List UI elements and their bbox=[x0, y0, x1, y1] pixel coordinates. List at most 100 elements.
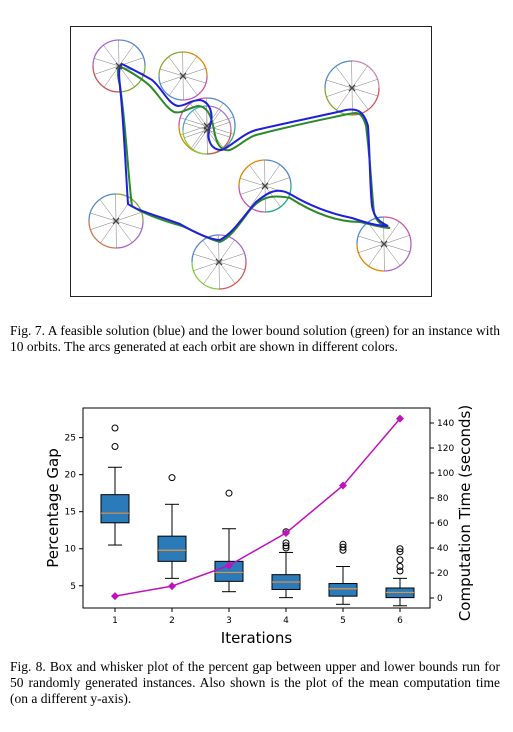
orbit-spoke bbox=[351, 87, 378, 97]
orbit-arc bbox=[218, 234, 247, 263]
outlier-point bbox=[396, 545, 404, 553]
orbit-spoke bbox=[206, 122, 230, 131]
y-tick-label: 20 bbox=[65, 471, 77, 481]
orbit-spoke bbox=[94, 65, 120, 75]
orbit-arc bbox=[218, 261, 247, 290]
orbit-spoke bbox=[358, 235, 385, 245]
orbit-solution-figure bbox=[70, 26, 432, 297]
orbit-spoke bbox=[336, 87, 353, 111]
orbit-spoke bbox=[264, 164, 281, 187]
orbit-spoke bbox=[240, 178, 266, 187]
orbit-spoke bbox=[383, 243, 401, 266]
orbit-arc bbox=[264, 159, 292, 187]
outlier-point bbox=[282, 544, 290, 552]
computation-time-line bbox=[114, 418, 401, 597]
orbit-spoke bbox=[115, 220, 133, 243]
orbit-spoke bbox=[218, 239, 235, 263]
orbit-spoke bbox=[203, 261, 220, 285]
orbit-arc bbox=[206, 129, 232, 155]
orbit-spoke bbox=[100, 220, 117, 244]
orbit-arc bbox=[264, 185, 292, 213]
y-tick-label: 5 bbox=[70, 582, 76, 592]
orbit-spoke bbox=[182, 56, 198, 77]
box-iqr bbox=[328, 583, 358, 597]
orbit-spoke bbox=[183, 122, 208, 131]
orbit-spoke bbox=[160, 75, 184, 84]
orbit-spoke bbox=[182, 75, 207, 84]
orbit-spoke bbox=[184, 129, 208, 138]
outlier-point bbox=[339, 540, 347, 548]
orbit-center-marker bbox=[215, 258, 223, 266]
orbit-arc bbox=[191, 234, 220, 263]
orbit-arc bbox=[88, 220, 117, 249]
orbit-arc bbox=[178, 97, 208, 127]
orbit-arc bbox=[356, 243, 385, 272]
orbit-spoke bbox=[182, 68, 206, 77]
feasible-path bbox=[118, 62, 389, 242]
outlier-point bbox=[396, 556, 404, 564]
x-tick-label: 6 bbox=[397, 616, 403, 626]
orbit-spoke bbox=[90, 220, 117, 230]
y-tick-label: 10 bbox=[65, 545, 77, 555]
box-iqr bbox=[100, 494, 130, 524]
orbit-arc bbox=[351, 87, 380, 116]
y-tick-label: 25 bbox=[65, 434, 76, 444]
orbit-spoke bbox=[368, 243, 385, 267]
orbit-arc bbox=[238, 185, 266, 213]
x-axis-label: Iterations bbox=[221, 629, 293, 647]
orbit-spoke bbox=[180, 117, 208, 127]
x-tick-label: 2 bbox=[169, 616, 175, 626]
computation-time-point bbox=[339, 481, 347, 490]
orbit-spoke bbox=[159, 68, 184, 77]
orbit-spoke bbox=[206, 125, 234, 135]
orbit-spoke bbox=[180, 125, 208, 136]
orbit-spoke bbox=[218, 253, 245, 263]
orbit-spoke bbox=[206, 129, 231, 138]
orbit-spoke bbox=[192, 129, 208, 150]
computation-time-point bbox=[168, 582, 176, 591]
orbit-arc bbox=[324, 60, 353, 89]
orbit-arc bbox=[182, 129, 208, 155]
orbit-arc bbox=[115, 193, 144, 222]
x-tick-label: 3 bbox=[226, 616, 232, 626]
y-tick-label: 15 bbox=[65, 508, 76, 518]
box-iqr bbox=[157, 535, 187, 562]
orbit-spoke bbox=[115, 212, 142, 222]
orbit-spoke bbox=[383, 221, 400, 245]
orbit-arc bbox=[206, 105, 232, 131]
outlier-point bbox=[396, 567, 404, 575]
orbit-spoke bbox=[351, 87, 369, 110]
orbit-spoke bbox=[115, 198, 132, 222]
orbit-arc bbox=[88, 193, 117, 222]
orbit-center-marker bbox=[115, 62, 123, 70]
outlier-point bbox=[225, 489, 233, 497]
fig8-caption: Fig. 8. Box and whisker plot of the perc… bbox=[10, 659, 500, 706]
orbit-arc bbox=[92, 39, 120, 67]
outlier-point bbox=[168, 474, 176, 482]
orbit-center-marker bbox=[203, 126, 211, 134]
orbit-arc bbox=[191, 261, 220, 290]
orbit-center-marker bbox=[348, 84, 356, 92]
outlier-point bbox=[111, 443, 119, 451]
orbit-arc bbox=[158, 51, 184, 77]
orbit-center-marker bbox=[179, 72, 187, 80]
orbit-circles bbox=[88, 39, 412, 290]
orbit-spoke bbox=[202, 240, 220, 263]
orbit-arc bbox=[238, 159, 266, 187]
outlier-point bbox=[282, 539, 290, 547]
plot-frame bbox=[82, 407, 431, 609]
orbit-arc bbox=[356, 216, 385, 245]
x-tick-label: 4 bbox=[283, 616, 289, 626]
orbit-spoke bbox=[264, 177, 290, 187]
orbit-spoke bbox=[326, 87, 353, 97]
orbit-spoke bbox=[118, 44, 135, 67]
orbit-arc bbox=[158, 75, 184, 101]
orbit-arc bbox=[206, 97, 236, 127]
computation-time-point bbox=[396, 414, 404, 423]
x-tick-label: 5 bbox=[340, 616, 346, 626]
orbit-arc bbox=[383, 216, 412, 245]
orbit-arc bbox=[383, 243, 412, 272]
orbit-center-marker bbox=[380, 240, 388, 248]
orbit-spoke bbox=[351, 65, 368, 89]
orbit-arc bbox=[182, 51, 208, 77]
